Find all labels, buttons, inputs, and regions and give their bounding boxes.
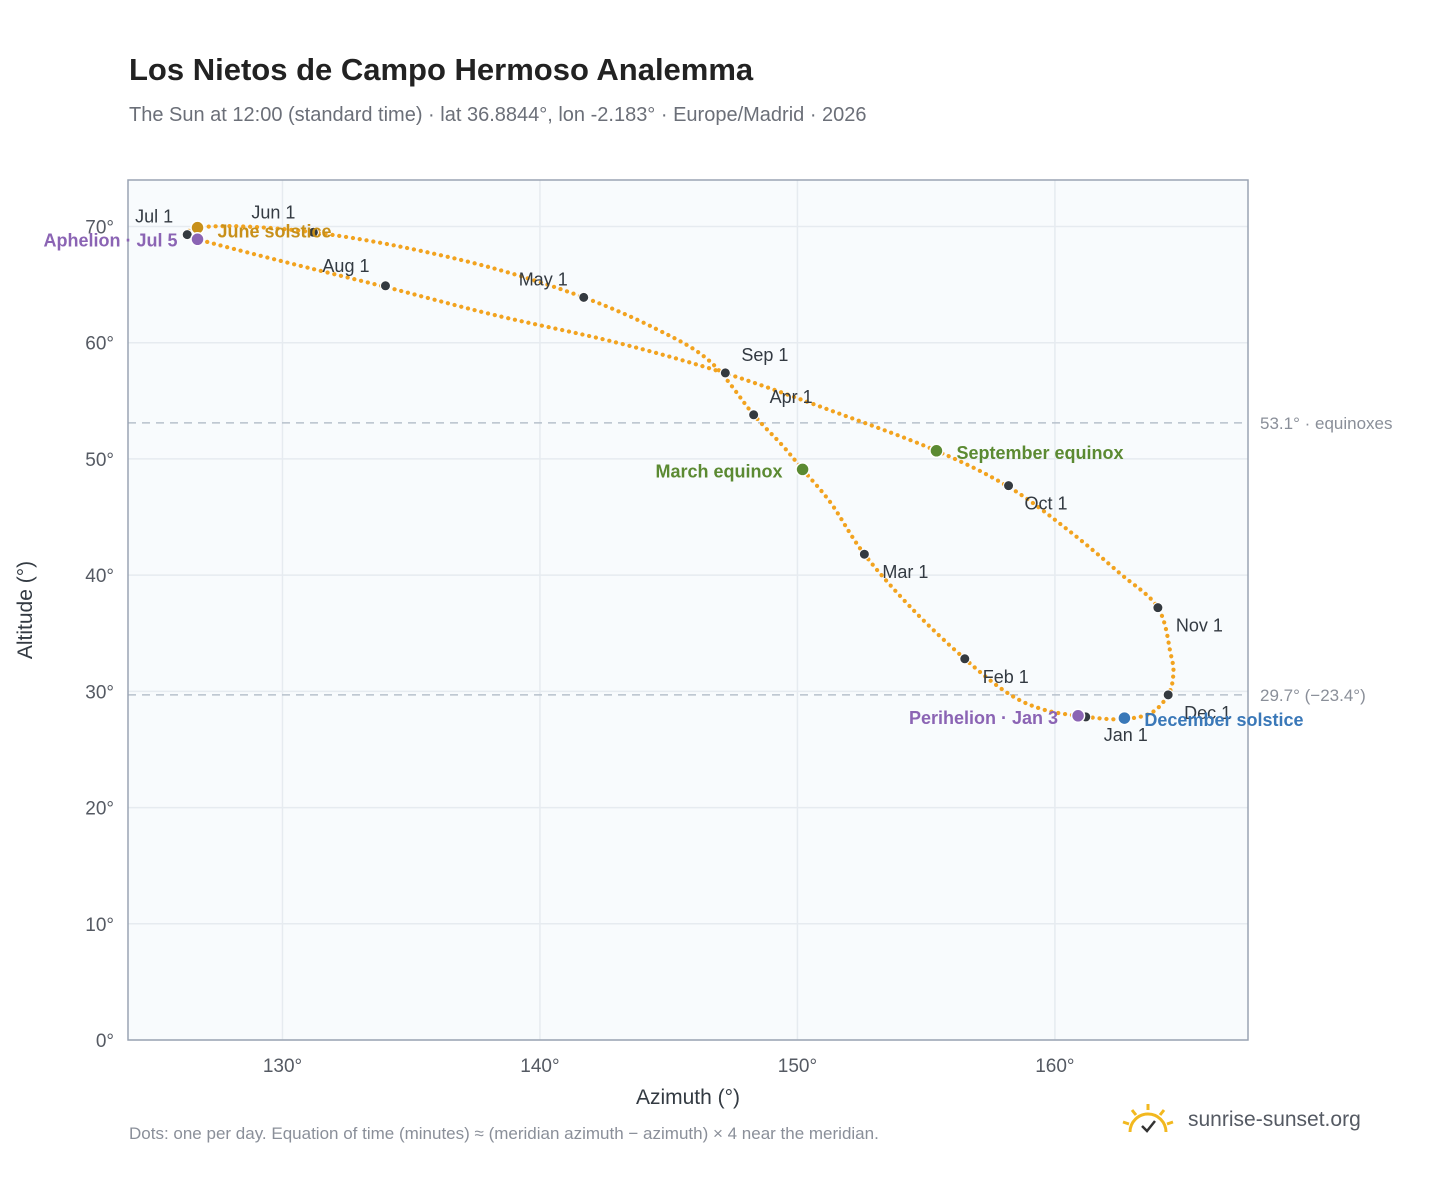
month-marker [578, 291, 590, 303]
month-label: Jun 1 [251, 202, 295, 222]
x-tick-label: 130° [263, 1056, 302, 1077]
event-label: September equinox [956, 443, 1123, 463]
x-tick-label: 160° [1035, 1056, 1074, 1077]
sun-logo-icon [1122, 1104, 1174, 1133]
month-marker [858, 548, 870, 560]
brand[interactable]: sunrise-sunset.org [1120, 1102, 1361, 1138]
y-tick-label: 10° [85, 915, 114, 936]
event-label: June solstice [218, 222, 332, 242]
month-label: Feb 1 [983, 667, 1029, 687]
x-tick-label: 140° [520, 1056, 559, 1077]
month-label: Oct 1 [1025, 494, 1068, 514]
month-label: May 1 [519, 269, 568, 289]
month-marker [307, 226, 319, 238]
month-label: Mar 1 [882, 562, 928, 582]
brand-link[interactable]: sunrise-sunset.org [1188, 1108, 1361, 1131]
reference-line-label: 53.1° · equinoxes [1260, 414, 1393, 433]
plot-frame [127, 179, 1249, 1041]
y-axis-title: Altitude (°) [14, 561, 37, 659]
event-label: Perihelion · Jan 3 [909, 708, 1058, 728]
month-label: Nov 1 [1176, 616, 1223, 636]
event-marker [795, 462, 810, 477]
x-axis-title: Azimuth (°) [636, 1086, 740, 1109]
month-marker [379, 280, 391, 292]
month-marker [1003, 480, 1015, 492]
y-tick-label: 0° [96, 1031, 114, 1052]
chart-subtitle: The Sun at 12:00 (standard time) · lat 3… [129, 104, 867, 126]
event-marker [1117, 710, 1132, 726]
month-label: Jul 1 [135, 207, 173, 227]
event-marker [929, 443, 944, 459]
reference-line-label: 29.7° (−23.4°) [1260, 686, 1366, 705]
month-marker [959, 653, 971, 665]
y-tick-label: 30° [85, 682, 114, 703]
month-label: Dec 1 [1184, 703, 1231, 723]
month-marker [1152, 602, 1164, 614]
y-tick-label: 60° [85, 334, 114, 355]
y-tick-label: 70° [85, 217, 114, 238]
event-label: December solstice [1144, 710, 1303, 730]
plot-area [128, 180, 1248, 1040]
y-tick-label: 40° [85, 566, 114, 587]
month-label: Aug 1 [322, 256, 369, 276]
month-marker [719, 367, 731, 379]
month-label: Jan 1 [1104, 725, 1148, 745]
month-marker [748, 409, 760, 421]
y-tick-label: 20° [85, 799, 114, 820]
x-tick-label: 150° [778, 1056, 817, 1077]
event-label: March equinox [656, 461, 783, 481]
month-label: Apr 1 [770, 387, 813, 407]
month-label: Sep 1 [741, 345, 788, 365]
chart-title: Los Nietos de Campo Hermoso Analemma [129, 52, 754, 87]
month-marker [1162, 689, 1174, 701]
footnote: Dots: one per day. Equation of time (min… [129, 1124, 879, 1143]
event-marker [1070, 708, 1086, 724]
event-marker [190, 232, 205, 247]
event-label: Aphelion · Jul 5 [44, 230, 178, 250]
y-tick-label: 50° [85, 450, 114, 471]
